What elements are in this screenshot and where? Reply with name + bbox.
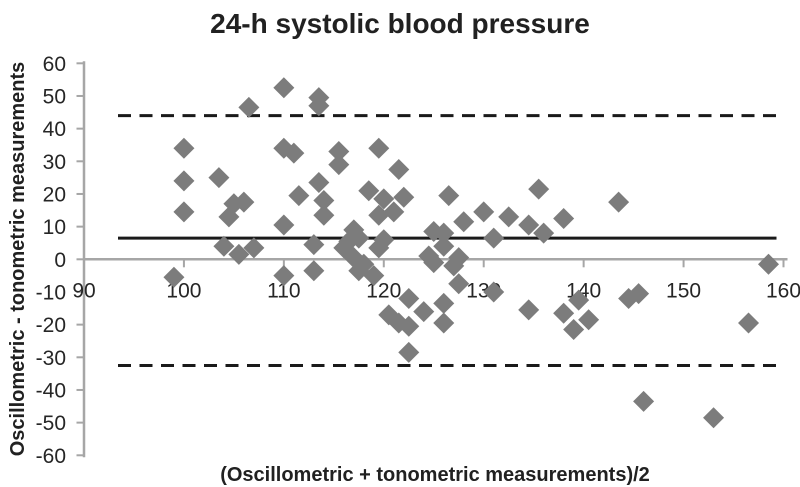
data-point <box>273 265 295 287</box>
y-tick-label: 50 <box>43 85 66 108</box>
data-point <box>423 252 445 274</box>
data-point <box>608 191 630 213</box>
data-point <box>453 211 475 233</box>
data-point <box>528 178 550 200</box>
data-point <box>413 301 435 323</box>
data-point <box>273 214 295 236</box>
data-point <box>398 341 420 363</box>
data-point <box>373 188 395 210</box>
x-tick-label: 110 <box>267 279 300 302</box>
data-point <box>328 154 350 176</box>
data-point <box>358 180 380 202</box>
data-point <box>553 207 575 229</box>
y-tick-label: -40 <box>36 379 66 402</box>
y-axis-title: Oscillometric - tonometric measurements <box>7 62 29 457</box>
data-point <box>328 141 350 163</box>
data-point <box>398 287 420 309</box>
data-point <box>388 158 410 180</box>
data-point <box>243 237 265 259</box>
data-point <box>473 201 495 223</box>
data-point <box>363 265 385 287</box>
data-point <box>173 201 195 223</box>
y-tick-label: 60 <box>43 53 66 76</box>
data-point <box>518 299 540 321</box>
data-point <box>393 186 415 208</box>
data-point <box>228 243 250 265</box>
data-point <box>433 312 455 334</box>
data-point <box>443 255 465 277</box>
data-point <box>628 283 650 305</box>
scatter-points <box>163 77 780 429</box>
chart-title: 24-h systolic blood pressure <box>210 8 590 39</box>
data-point <box>213 235 235 257</box>
y-tick-label: -10 <box>36 281 66 304</box>
data-point <box>578 309 600 331</box>
data-point <box>483 227 505 249</box>
data-point <box>348 227 370 249</box>
data-point <box>283 142 305 164</box>
data-point <box>398 315 420 337</box>
y-tick-label: 10 <box>43 216 66 239</box>
x-tick-label: 160 <box>766 279 800 302</box>
y-tick-label: 0 <box>54 249 66 272</box>
y-tick-label: -50 <box>36 412 66 435</box>
data-point <box>518 214 540 236</box>
data-point <box>483 281 505 303</box>
data-point <box>303 234 325 256</box>
data-point <box>173 170 195 192</box>
data-point <box>433 292 455 314</box>
y-tick-label: 30 <box>43 151 66 174</box>
data-point <box>563 319 585 341</box>
data-point <box>353 253 375 275</box>
data-point <box>233 191 255 213</box>
data-point <box>568 289 590 311</box>
data-point <box>313 190 335 212</box>
data-point <box>448 273 470 295</box>
x-axis-title: (Oscillometric + tonometric measurements… <box>220 464 650 486</box>
data-point <box>433 222 455 244</box>
data-point <box>288 185 310 207</box>
data-point <box>273 77 295 99</box>
data-point <box>738 312 760 334</box>
data-point <box>758 253 780 275</box>
x-tick-label: 150 <box>666 279 701 302</box>
data-point <box>313 204 335 226</box>
data-point <box>208 167 230 189</box>
data-point <box>373 229 395 251</box>
data-point <box>533 222 555 244</box>
data-point <box>238 96 260 118</box>
y-tick-label: -20 <box>36 314 66 337</box>
data-point <box>163 266 185 288</box>
data-point <box>368 137 390 159</box>
data-point <box>633 390 655 412</box>
y-tick-label: -60 <box>36 445 66 468</box>
data-point <box>553 302 575 324</box>
data-point <box>433 235 455 257</box>
y-tick-label: -30 <box>36 347 66 370</box>
x-tick-label: 120 <box>366 279 401 302</box>
y-tick-label: 20 <box>43 183 66 206</box>
data-point <box>498 206 520 228</box>
y-tick-label: 40 <box>43 118 66 141</box>
data-point <box>368 204 390 226</box>
data-point <box>383 201 405 223</box>
x-tick-label: 90 <box>72 279 95 302</box>
data-point <box>308 95 330 117</box>
data-point <box>703 407 725 429</box>
data-point <box>303 260 325 282</box>
data-point <box>173 137 195 159</box>
data-point <box>308 172 330 194</box>
data-point <box>438 185 460 207</box>
